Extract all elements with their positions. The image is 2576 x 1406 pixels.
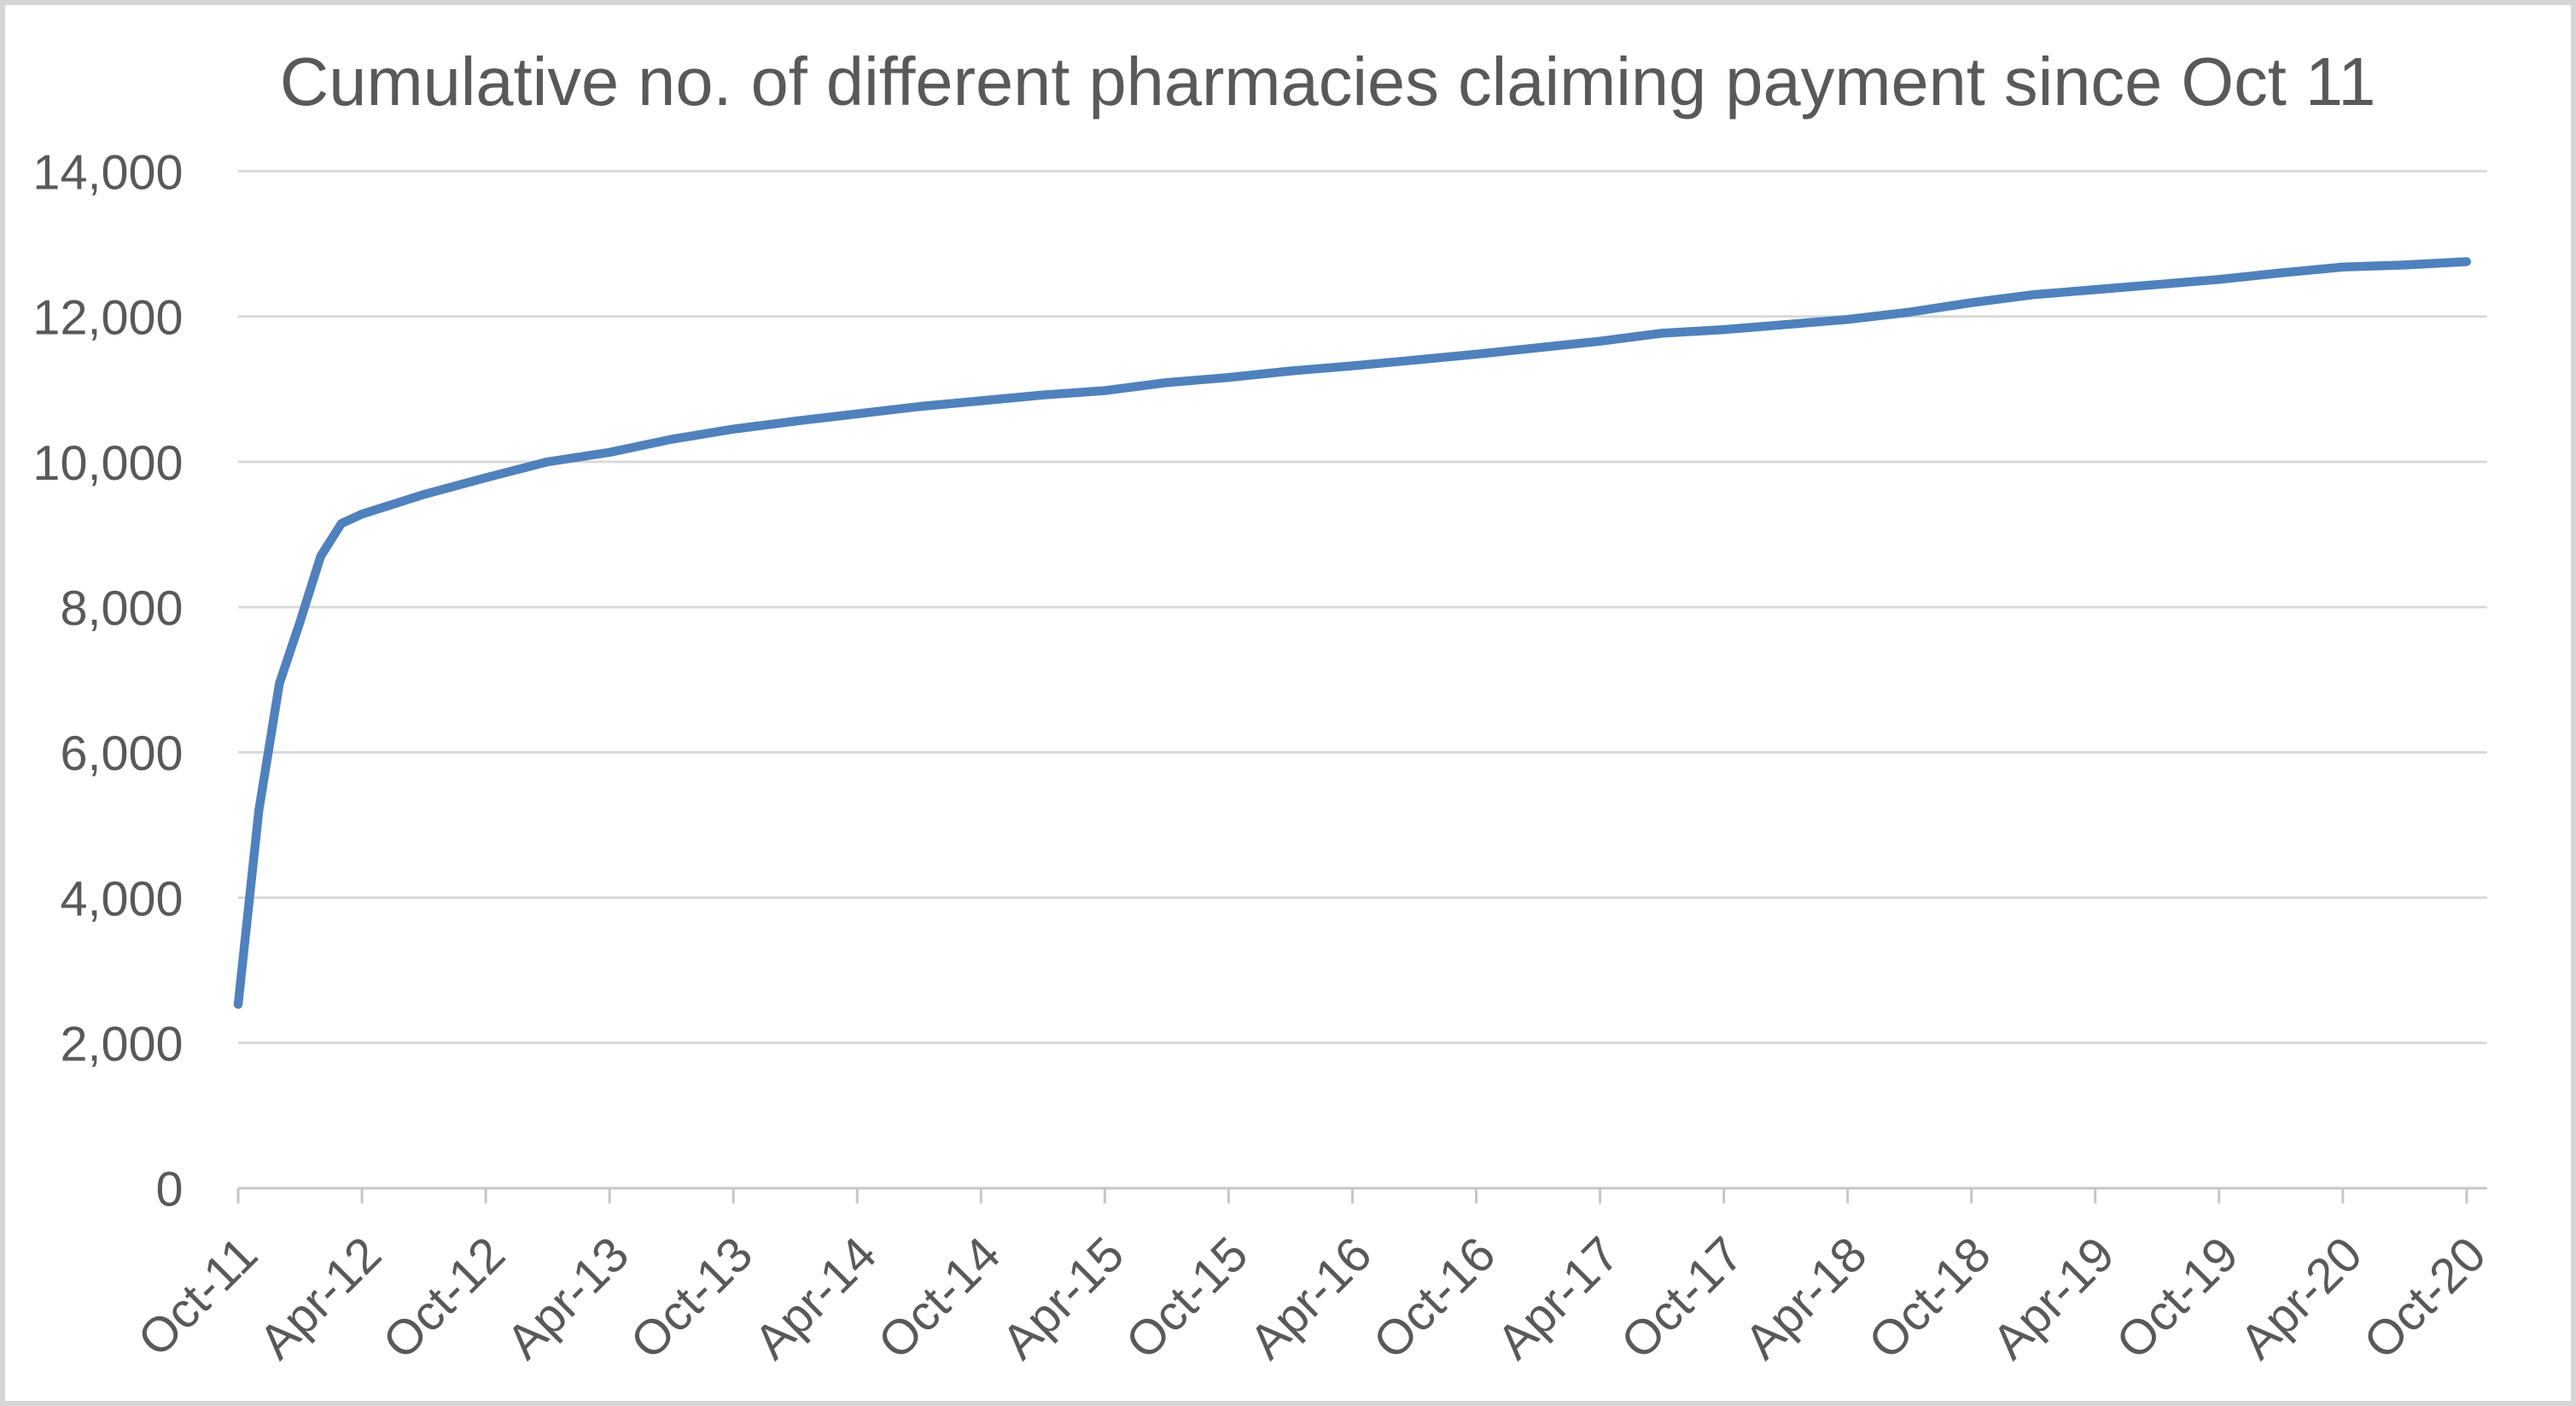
line-chart: Cumulative no. of different pharmacies c… (32, 44, 2497, 1369)
x-tick-label: Oct-19 (2106, 1227, 2248, 1369)
x-tick-label: Apr-14 (744, 1227, 887, 1369)
x-tick-label: Oct-17 (1611, 1227, 1753, 1369)
x-tick-label: Oct-20 (2353, 1227, 2496, 1369)
x-tick-label: Oct-15 (1116, 1227, 1258, 1369)
y-tick-label: 0 (155, 1163, 183, 1217)
x-tick-label: Apr-20 (2229, 1227, 2372, 1369)
x-tick-label: Oct-12 (373, 1227, 516, 1369)
y-tick-label: 2,000 (60, 1017, 183, 1071)
y-tick-label: 8,000 (60, 581, 183, 636)
y-axis-labels: 0 2,000 4,000 6,000 8,000 10,000 12,000 14,000 (32, 145, 183, 1216)
x-tick-label: Apr-13 (497, 1227, 639, 1369)
x-tick-label: Oct-13 (621, 1227, 763, 1369)
y-tick-label: 4,000 (60, 872, 183, 926)
x-axis-labels: Oct-11Apr-12Oct-12Apr-13Oct-13Apr-14Oct-… (128, 1227, 2497, 1369)
x-tick-label: Apr-18 (1734, 1227, 1877, 1369)
x-tick-label: Apr-15 (992, 1227, 1134, 1369)
x-tick-label: Oct-18 (1858, 1227, 2001, 1369)
x-tick-label: Apr-19 (1982, 1227, 2124, 1369)
data-series-line (233, 257, 2472, 1009)
y-tick-label: 10,000 (32, 436, 183, 491)
x-tick-label: Apr-12 (249, 1227, 392, 1369)
y-tick-label: 14,000 (32, 145, 183, 200)
y-tick-label: 12,000 (32, 291, 183, 346)
x-tick-label: Oct-11 (128, 1227, 268, 1367)
x-tick-label: Oct-14 (868, 1227, 1011, 1369)
gridlines (238, 170, 2487, 1045)
x-tick-label: Oct-16 (1363, 1227, 1506, 1369)
chart-title: Cumulative no. of different pharmacies c… (280, 44, 2375, 120)
y-tick-label: 6,000 (60, 726, 183, 781)
x-tick-label: Apr-17 (1487, 1227, 1629, 1369)
x-tick-label: Apr-16 (1239, 1227, 1382, 1369)
x-axis (236, 1187, 2487, 1204)
